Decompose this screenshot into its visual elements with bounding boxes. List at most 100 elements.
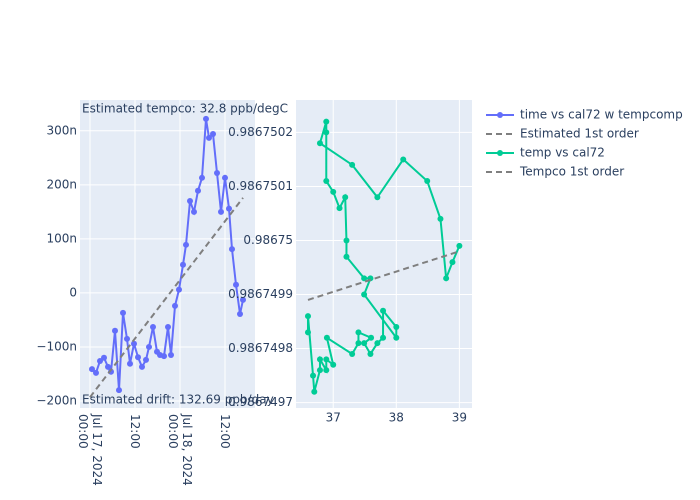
data-point bbox=[393, 323, 400, 330]
data-point bbox=[323, 367, 330, 374]
x-tick-label: 00:00Jul 17, 2024 bbox=[77, 413, 105, 486]
data-point bbox=[311, 388, 318, 395]
data-point bbox=[456, 242, 463, 249]
x-tick-label: 37 bbox=[326, 411, 341, 425]
data-point bbox=[168, 352, 174, 359]
data-point bbox=[323, 178, 330, 185]
data-point bbox=[105, 363, 111, 370]
y-tick-label: 0.98675 bbox=[243, 233, 293, 247]
y-tick-label: 0.9867502 bbox=[228, 125, 293, 139]
y-tick-label: 0.9867498 bbox=[228, 341, 293, 355]
data-point bbox=[229, 246, 235, 253]
data-point bbox=[218, 208, 224, 215]
data-point bbox=[343, 253, 350, 260]
data-point bbox=[361, 340, 368, 347]
data-point bbox=[400, 156, 407, 163]
y-tick-label: −200n bbox=[36, 393, 77, 407]
y-tick-label: 300n bbox=[46, 123, 77, 137]
data-point bbox=[89, 366, 95, 373]
data-point bbox=[380, 307, 387, 314]
data-point bbox=[210, 131, 216, 138]
data-point bbox=[316, 140, 323, 147]
data-point bbox=[349, 161, 356, 168]
data-point bbox=[355, 329, 362, 336]
data-point bbox=[131, 340, 137, 347]
legend-label: Tempco 1st order bbox=[519, 165, 624, 179]
data-point bbox=[146, 343, 152, 350]
data-point bbox=[367, 350, 374, 357]
data-point bbox=[316, 356, 323, 363]
data-point bbox=[176, 286, 182, 293]
data-point bbox=[374, 340, 381, 347]
data-point bbox=[180, 261, 186, 268]
data-point bbox=[349, 350, 356, 357]
data-point bbox=[120, 309, 126, 316]
data-point bbox=[214, 169, 220, 176]
data-point bbox=[237, 310, 243, 317]
data-point bbox=[127, 360, 133, 367]
data-point bbox=[330, 188, 337, 195]
data-point bbox=[304, 329, 311, 336]
data-point bbox=[206, 134, 212, 141]
x-tick-label: 39 bbox=[452, 411, 467, 425]
data-point bbox=[323, 118, 330, 125]
x-tick-label: 12:00 bbox=[129, 414, 143, 449]
data-point bbox=[101, 354, 107, 361]
data-point bbox=[355, 340, 362, 347]
data-point bbox=[443, 275, 450, 282]
data-point bbox=[93, 369, 99, 376]
y-tick-label: 0.9867499 bbox=[228, 287, 293, 301]
data-point bbox=[135, 354, 141, 361]
data-point bbox=[240, 296, 246, 303]
data-point bbox=[393, 334, 400, 341]
data-point bbox=[380, 334, 387, 341]
data-point bbox=[310, 372, 317, 379]
legend-label: temp vs cal72 bbox=[520, 146, 605, 160]
data-point bbox=[304, 313, 311, 320]
x-tick-label: 12:00 bbox=[219, 414, 233, 449]
y-tick-label: 0.9867497 bbox=[228, 395, 293, 409]
data-point bbox=[323, 334, 330, 341]
data-point bbox=[323, 356, 330, 363]
data-point bbox=[112, 327, 118, 334]
data-point bbox=[139, 363, 145, 370]
series-line bbox=[307, 250, 460, 301]
data-point bbox=[316, 367, 323, 374]
data-point bbox=[150, 323, 156, 330]
data-point bbox=[116, 387, 122, 394]
data-point bbox=[437, 215, 444, 222]
data-point bbox=[374, 194, 381, 201]
annotation: Estimated drift: 132.69 ppb/day bbox=[82, 393, 274, 407]
data-point bbox=[172, 302, 178, 309]
x-tick-label: 00:00Jul 18, 2024 bbox=[167, 413, 195, 486]
data-point bbox=[343, 237, 350, 244]
data-point bbox=[342, 194, 349, 201]
legend-label: Estimated 1st order bbox=[520, 127, 639, 141]
data-point bbox=[97, 357, 103, 364]
y-tick-label: −100n bbox=[36, 339, 77, 353]
legend-marker bbox=[497, 150, 503, 156]
data-point bbox=[124, 335, 130, 342]
data-point bbox=[424, 178, 431, 185]
data-point bbox=[361, 291, 368, 298]
legend-marker bbox=[497, 112, 503, 118]
data-point bbox=[165, 323, 171, 330]
data-point bbox=[323, 129, 330, 136]
data-point bbox=[191, 208, 197, 215]
plot-background bbox=[80, 100, 255, 408]
data-point bbox=[222, 174, 228, 181]
data-point bbox=[368, 334, 375, 341]
data-point bbox=[143, 356, 149, 363]
data-point bbox=[203, 115, 209, 122]
data-point bbox=[226, 205, 232, 212]
y-tick-label: 100n bbox=[46, 231, 77, 245]
data-point bbox=[361, 275, 368, 282]
data-point bbox=[195, 187, 201, 194]
legend-label: time vs cal72 w tempcomp bbox=[520, 108, 683, 122]
data-point bbox=[233, 281, 239, 288]
y-tick-label: 200n bbox=[46, 177, 77, 191]
y-tick-label: 0.9867501 bbox=[228, 179, 293, 193]
data-point bbox=[183, 241, 189, 248]
x-tick-label: 38 bbox=[389, 411, 404, 425]
